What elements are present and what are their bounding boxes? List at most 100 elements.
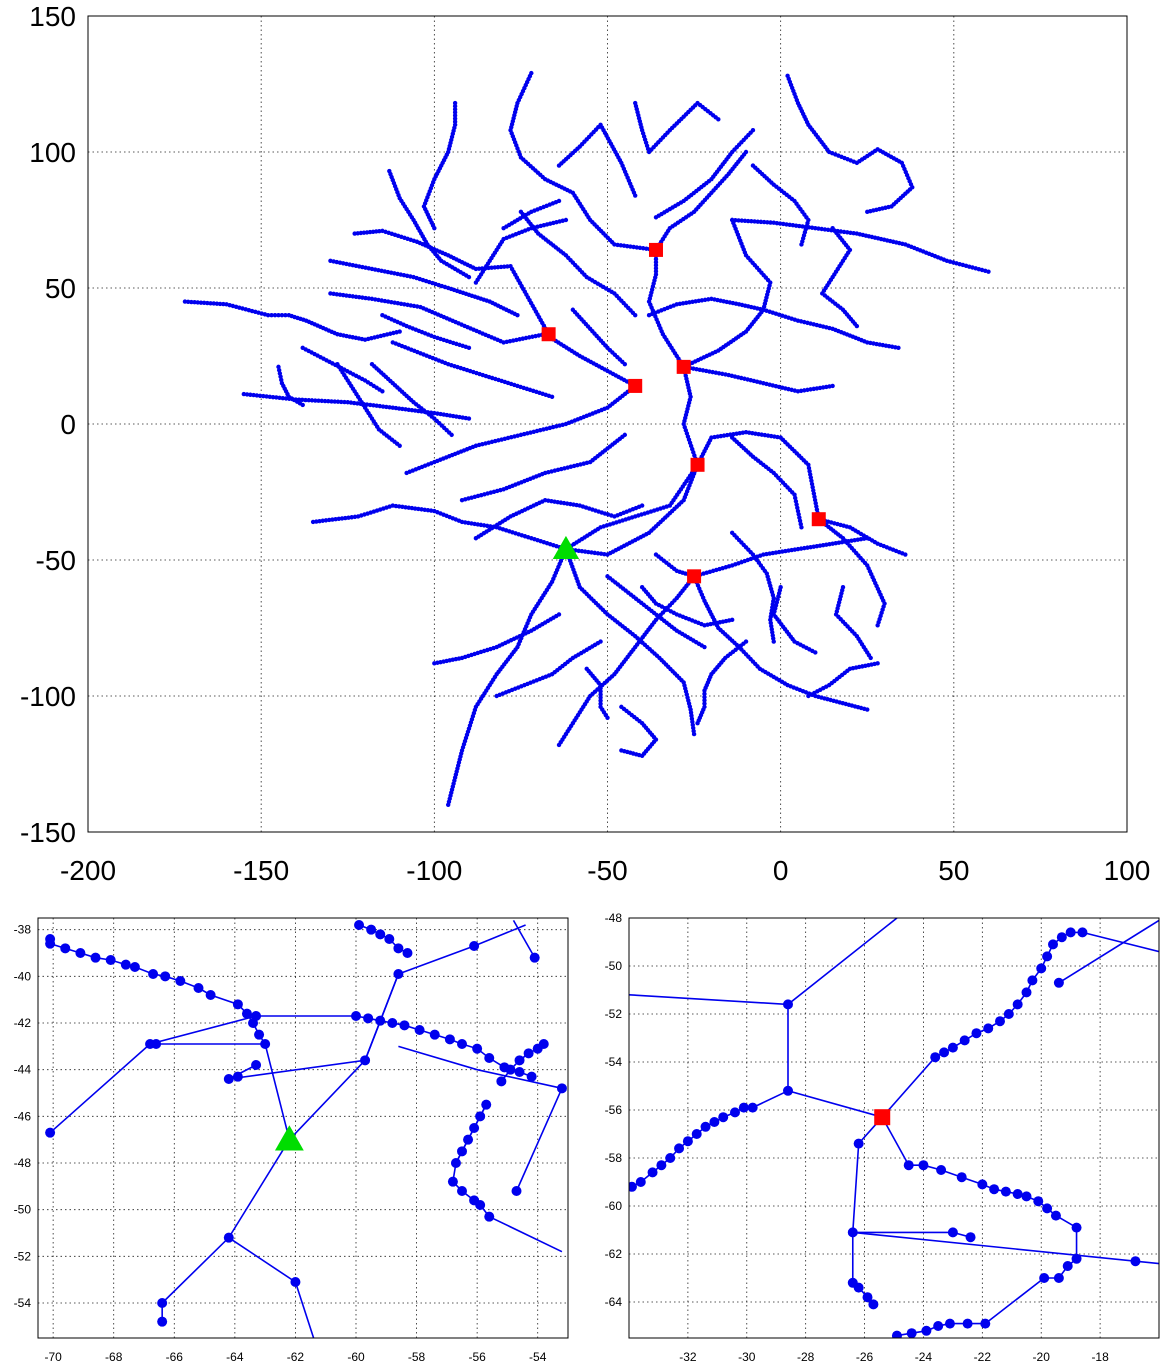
network-node — [405, 302, 410, 308]
network-node — [752, 219, 757, 224]
network-node — [344, 293, 349, 298]
target-marker — [552, 535, 580, 560]
network-node — [267, 394, 273, 399]
network-node — [422, 507, 427, 512]
network-node — [241, 1008, 252, 1019]
network-node — [691, 731, 697, 737]
network-node — [765, 220, 770, 225]
network-node — [576, 548, 581, 553]
network-node — [598, 698, 603, 703]
network-node — [1012, 1189, 1023, 1199]
network-node — [354, 920, 365, 930]
network-node — [647, 1167, 658, 1178]
network-node — [332, 399, 337, 404]
network-link — [648, 249, 699, 465]
network-node — [300, 397, 305, 403]
network-node — [729, 217, 735, 223]
network-node — [151, 1039, 162, 1049]
network-node — [793, 499, 799, 504]
network-node — [357, 295, 362, 300]
network-node — [903, 1160, 914, 1171]
network-node — [729, 617, 735, 623]
network-node — [452, 110, 458, 115]
main-x-tick-label: 50 — [938, 855, 969, 886]
network-node — [322, 398, 328, 404]
network-node — [891, 1330, 902, 1338]
main-y-tick-label: -50 — [36, 545, 76, 576]
network-node — [397, 329, 402, 334]
network-node — [363, 295, 368, 301]
network-link — [512, 919, 536, 959]
network-node — [342, 399, 347, 405]
zoom-left-plot-area — [45, 919, 567, 1338]
network-node — [185, 299, 191, 305]
network-node — [615, 242, 620, 248]
network-node — [598, 686, 603, 691]
network-link — [731, 532, 775, 642]
network-link — [184, 301, 400, 341]
network-link — [787, 1004, 883, 1118]
network-node — [182, 299, 188, 304]
network-node — [771, 639, 776, 644]
network-link — [475, 219, 567, 283]
network-node — [702, 688, 707, 693]
zoom-left-y-tick-label: -38 — [14, 923, 32, 937]
network-link — [908, 1164, 1057, 1217]
network-node — [409, 407, 415, 413]
network-node — [326, 517, 332, 523]
network-node — [457, 1186, 467, 1196]
network-node — [425, 508, 431, 513]
network-node — [598, 695, 603, 700]
network-node — [838, 229, 844, 234]
network-link — [558, 123, 636, 196]
network-node — [400, 504, 405, 510]
network-node — [416, 506, 421, 512]
network-node — [254, 393, 260, 398]
network-node — [393, 405, 399, 411]
network-node — [329, 399, 334, 404]
network-node — [653, 269, 659, 274]
network-node — [514, 1055, 525, 1066]
network-node — [402, 302, 407, 307]
network-node — [983, 1023, 994, 1034]
network-node — [505, 264, 510, 269]
network-node — [337, 292, 343, 297]
network-node — [310, 519, 316, 525]
network-node — [355, 514, 361, 519]
network-node — [495, 265, 501, 270]
network-link — [434, 613, 560, 664]
main-x-tick-label: -200 — [60, 855, 116, 886]
network-link — [161, 1139, 291, 1304]
network-node — [450, 1158, 461, 1168]
network-node — [1042, 1203, 1053, 1214]
network-node — [498, 264, 504, 270]
network-node — [214, 301, 220, 306]
network-node — [406, 407, 411, 412]
network-node — [472, 1043, 483, 1054]
network-node — [270, 394, 276, 400]
network-node — [416, 408, 421, 414]
network-node — [933, 1321, 944, 1331]
network-node — [395, 301, 401, 306]
network-node — [586, 549, 591, 555]
zoom-right-y-tick-label: -60 — [605, 1199, 623, 1213]
network-node — [397, 443, 402, 448]
network-node — [653, 215, 659, 220]
network-node — [618, 243, 624, 248]
network-node — [380, 404, 386, 409]
network-node — [403, 505, 408, 510]
network-node — [363, 1013, 374, 1024]
network-node — [350, 294, 356, 299]
network-node — [768, 220, 773, 225]
zoom-left-x-tick-label: -68 — [105, 1350, 123, 1364]
network-node — [774, 220, 780, 226]
network-node — [995, 1016, 1005, 1027]
zoom-right-y-tick-label: -48 — [605, 911, 623, 925]
network-node — [60, 943, 71, 954]
network-node — [653, 263, 659, 268]
main-y-tick-label: 0 — [60, 409, 76, 440]
network-node — [621, 243, 627, 248]
network-node — [129, 962, 140, 972]
network-node — [331, 291, 336, 297]
network-node — [232, 1071, 243, 1082]
